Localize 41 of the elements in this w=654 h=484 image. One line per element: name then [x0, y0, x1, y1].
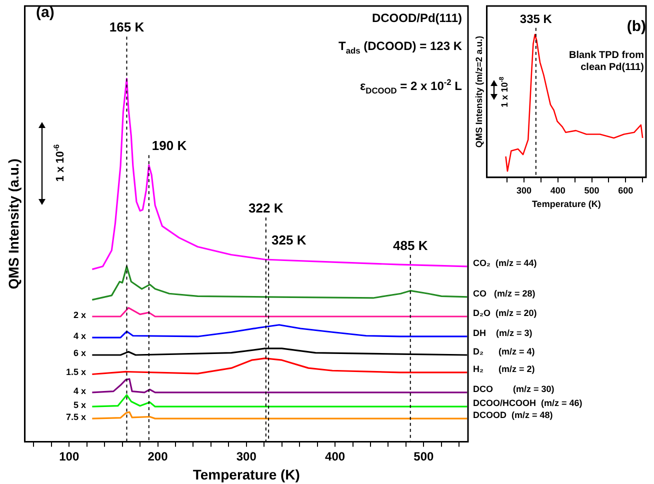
- x-tick-label: 600: [618, 185, 634, 196]
- x-tick-label: 400: [325, 449, 346, 464]
- ref-line-label: 165 K: [109, 20, 145, 35]
- annotation: (b): [626, 18, 646, 36]
- x-tick-label: 300: [516, 185, 532, 196]
- ref-line-label: 322 K: [248, 200, 284, 216]
- x-tick-label: 400: [550, 185, 566, 196]
- series-label: D₂ (m/z = 4): [473, 346, 535, 356]
- series-label: CO (m/z = 28): [473, 288, 536, 298]
- series-label: CO₂ (m/z = 44): [473, 258, 537, 268]
- annotation: 7.5 x: [66, 412, 86, 422]
- x-tick-label: 300: [236, 449, 257, 464]
- x-tick-label: 500: [584, 185, 600, 196]
- annotation: 6 x: [73, 348, 86, 358]
- annotation: 4 x: [73, 386, 86, 396]
- annotation: 4 x: [73, 331, 86, 342]
- x-axis-title: Temperature (K): [532, 199, 601, 210]
- annotation: ε$_{DCOOD}$ = 2 x 10$^{-2}$ L: [360, 77, 462, 96]
- series-label: DCOOD (m/z = 48): [473, 410, 553, 420]
- series-label: D₂O (m/z = 20): [473, 308, 537, 318]
- x-axis-title: Temperature (K): [192, 466, 300, 482]
- series-label: DH (m/z = 3): [473, 328, 532, 338]
- y-axis-title: QMS Intensity (a.u.): [5, 158, 22, 290]
- ref-line-label: 335 K: [520, 12, 552, 26]
- x-tick-label: 200: [148, 449, 168, 464]
- annotation: 1.5 x: [66, 367, 86, 378]
- series-label: DCOO/HCOOH (m/z = 46): [473, 398, 582, 408]
- ref-line-label: 485 K: [393, 238, 428, 253]
- y-axis-title: QMS Intensity (m/z=2 a.u.): [474, 36, 484, 148]
- text: DCOOD/Pd(111): [372, 11, 462, 26]
- ref-line-label: 190 K: [152, 138, 188, 154]
- annotation: 5 x: [73, 400, 86, 410]
- text: T$_{ads}$ (DCOOD) = 123 K: [338, 39, 462, 56]
- annotation: Blank TPD from clean Pd(111): [568, 50, 644, 73]
- annotation: 2 x: [73, 310, 86, 320]
- x-tick-label: 100: [59, 449, 80, 464]
- series-label: DCO (m/z = 30): [473, 384, 554, 394]
- text: (a): [36, 4, 54, 22]
- series-label: H₂ (m/z = 2): [473, 364, 535, 374]
- ref-line-label: 325 K: [272, 232, 307, 248]
- x-tick-label: 500: [414, 449, 434, 464]
